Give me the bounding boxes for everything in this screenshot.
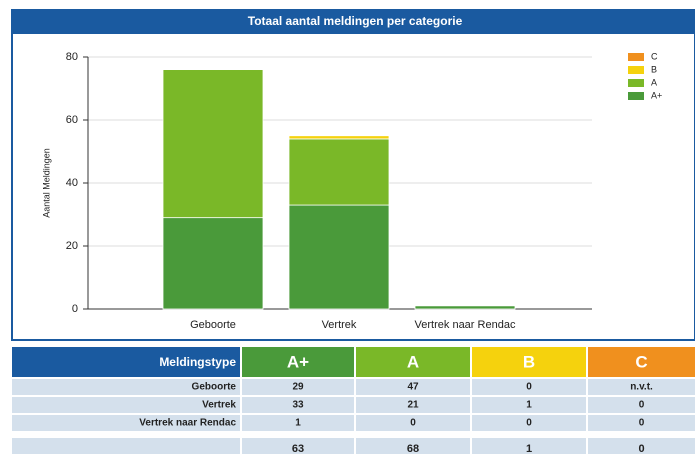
table-cell <box>356 397 470 413</box>
y-tick-label: 20 <box>66 240 78 252</box>
legend-swatch <box>628 53 644 61</box>
legend-label: C <box>651 51 658 61</box>
table-cell <box>356 438 470 454</box>
bar-segment <box>162 69 264 219</box>
y-tick-label: 80 <box>66 51 78 63</box>
total-value: 63 <box>292 443 304 454</box>
table-cell <box>472 379 586 395</box>
table-cell <box>242 415 354 431</box>
cell-value: 0 <box>526 382 532 393</box>
bar-segment <box>288 135 390 140</box>
table-cell <box>472 397 586 413</box>
cell-value: 33 <box>292 400 304 411</box>
table-header: A <box>407 352 419 371</box>
row-label: Vertrek naar Rendac <box>139 418 236 429</box>
table-cell <box>588 379 695 395</box>
cell-value: n.v.t. <box>630 382 653 393</box>
table-header: Meldingstype <box>159 355 236 369</box>
table-cell <box>12 379 240 395</box>
table-cell <box>472 438 586 454</box>
bar-segment <box>288 204 390 310</box>
table-cell <box>12 415 240 431</box>
table-header-cell <box>242 347 354 377</box>
cell-value: 29 <box>292 382 304 393</box>
table-header-cell <box>588 347 695 377</box>
total-value: 1 <box>526 443 532 454</box>
table-header-cell <box>356 347 470 377</box>
table-cell <box>472 415 586 431</box>
table-cell <box>588 415 695 431</box>
row-label: Vertrek <box>202 400 236 411</box>
table-cell <box>242 397 354 413</box>
legend-label: A+ <box>651 90 662 100</box>
legend-label: B <box>651 64 657 74</box>
legend-swatch <box>628 79 644 87</box>
table-header: C <box>635 352 647 371</box>
table-cell <box>356 379 470 395</box>
chart-title: Totaal aantal meldingen per categorie <box>248 14 463 28</box>
cell-value: 0 <box>639 418 645 429</box>
table-cell <box>588 438 695 454</box>
table-cell <box>356 415 470 431</box>
table-header-cell <box>472 347 586 377</box>
y-tick-label: 40 <box>66 177 78 189</box>
table-cell <box>242 379 354 395</box>
legend-swatch <box>628 92 644 100</box>
table-cell <box>12 397 240 413</box>
row-label: Geboorte <box>192 382 237 393</box>
x-tick-label: Vertrek <box>322 319 357 331</box>
x-tick-label: Vertrek naar Rendac <box>415 319 516 331</box>
bar-segment <box>414 305 516 310</box>
cell-value: 1 <box>526 400 532 411</box>
total-value: 68 <box>407 443 419 454</box>
bar-segment <box>162 217 264 310</box>
table-header: B <box>523 352 535 371</box>
cell-value: 0 <box>639 400 645 411</box>
bar-segment <box>288 138 390 206</box>
table-cell <box>12 438 240 454</box>
cell-value: 0 <box>410 418 416 429</box>
title-bar <box>12 10 695 34</box>
cell-value: 21 <box>407 400 419 411</box>
cell-value: 1 <box>295 418 301 429</box>
y-tick-label: 0 <box>72 303 78 315</box>
cell-value: 47 <box>407 382 419 393</box>
y-tick-label: 60 <box>66 114 78 126</box>
table-cell <box>242 438 354 454</box>
table-header-cell <box>12 347 240 377</box>
legend-swatch <box>628 66 644 74</box>
legend-label: A <box>651 77 657 87</box>
table-cell <box>588 397 695 413</box>
y-axis-label: Aantal Meldingen <box>41 148 51 218</box>
table-header: A+ <box>287 352 309 371</box>
x-tick-label: Geboorte <box>190 319 236 331</box>
cell-value: 0 <box>526 418 532 429</box>
total-value: 0 <box>638 443 644 454</box>
